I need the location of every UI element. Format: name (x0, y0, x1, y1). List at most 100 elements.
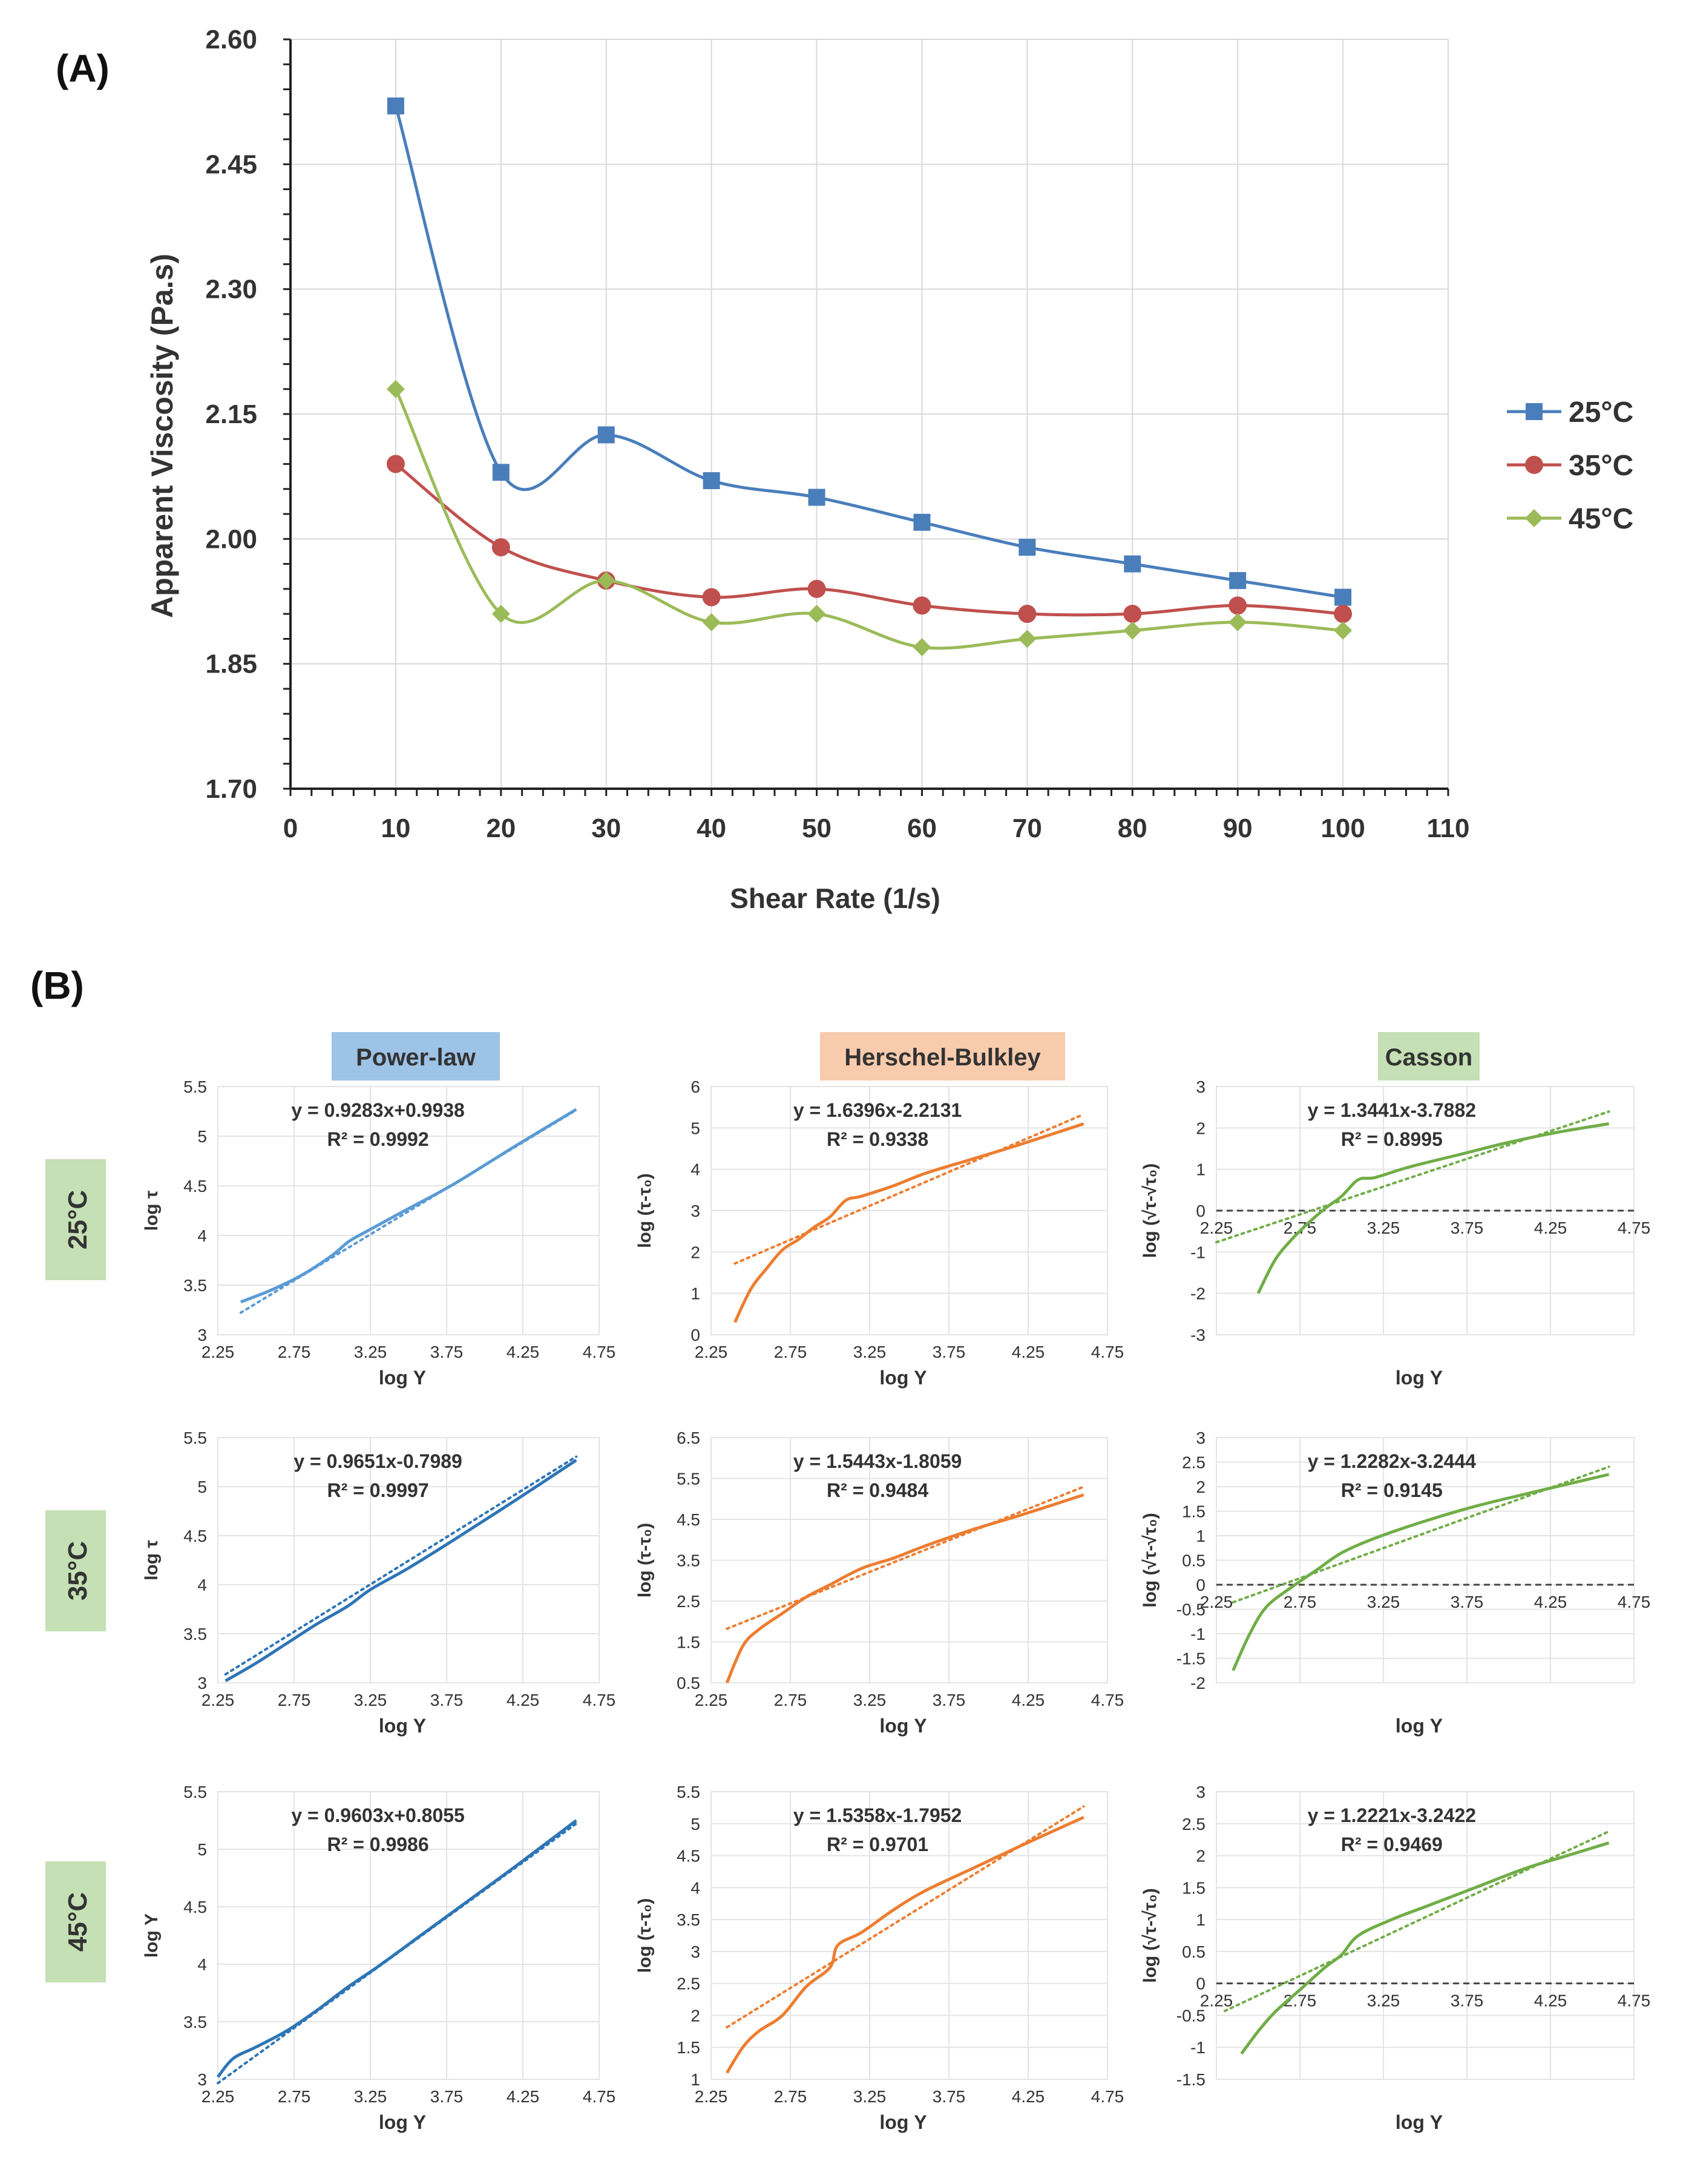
data-point (1018, 630, 1037, 648)
y-tick-label: 5 (690, 1119, 700, 1137)
y-tick-label: 2.60 (205, 25, 257, 54)
fit-plot-r2-c2: 2.25 2.75 3.25 3.75 4.25 4.75 0.5 1.5 2.5 3.5 4.5 5… (635, 1429, 1124, 1737)
panel-a-legend: 25°C 35°C 45°C (1507, 396, 1633, 535)
svg-text:35°C: 35°C (63, 1541, 93, 1600)
data-point (913, 513, 931, 531)
x-axis-label: log Υ (1396, 1715, 1443, 1737)
x-tick-label: 4.25 (1012, 1691, 1045, 1709)
x-tick-label: 4.75 (1091, 2087, 1124, 2106)
y-tick-label: 5.5 (183, 1077, 207, 1096)
x-axis-label: log Υ (1396, 2111, 1443, 2133)
data-point (491, 605, 510, 623)
svg-text:25°C: 25°C (63, 1190, 93, 1249)
data-point (1124, 555, 1141, 573)
data-point (597, 426, 615, 444)
panel-a-axes: 0 10 20 30 40 50 60 70 80 90 100 110 1.70 1.85 2.00 2.1… (205, 25, 1469, 843)
fit-plot-r2-c3: 2.25 2.75 3.25 3.75 4.25 4.75 -2 -1.5 -1 -0.5 0 0.5… (1140, 1429, 1650, 1737)
trendline (733, 1113, 1085, 1265)
y-tick-label: 0.5 (1182, 1551, 1205, 1570)
data-curve (225, 1459, 577, 1682)
x-axis-label: log Υ (879, 2111, 927, 2133)
y-tick-label: 4 (197, 1955, 207, 1974)
y-axis-label: log (√τ-√τ₀) (1140, 1163, 1160, 1258)
temperature-label-2: 35°C (45, 1510, 106, 1631)
y-tick-label: 3.5 (183, 1276, 207, 1295)
y-tick-label: 4.5 (183, 1177, 207, 1196)
y-tick-label: 5 (197, 1840, 207, 1859)
data-point (1228, 613, 1247, 631)
y-tick-label: 3 (690, 1942, 700, 1961)
trendline (224, 1455, 578, 1676)
x-tick-label: 2.25 (1200, 1219, 1233, 1237)
data-point (1018, 605, 1037, 623)
y-tick-label: 2 (690, 1243, 700, 1261)
x-tick-label: 4.75 (583, 2087, 616, 2106)
x-tick-label: 3.75 (430, 1691, 464, 1709)
legend-marker (1526, 403, 1543, 420)
x-tick-label: 60 (907, 814, 937, 843)
x-tick-label: 80 (1118, 814, 1147, 843)
x-tick-label: 2.25 (202, 1691, 235, 1709)
y-tick-label: 2.30 (205, 275, 257, 304)
y-tick-label: 5 (197, 1478, 207, 1496)
y-tick-label: -2 (1190, 1284, 1205, 1303)
x-tick-label: 4.75 (583, 1691, 616, 1709)
x-tick-label: 3.25 (1367, 1992, 1400, 2010)
x-tick-label: 110 (1427, 814, 1470, 843)
y-tick-label: 0.5 (1182, 1942, 1205, 1961)
x-tick-label: 40 (697, 814, 726, 843)
x-tick-label: 2.75 (278, 1691, 311, 1709)
y-tick-label: -0.5 (1176, 1600, 1205, 1619)
x-tick-label: 2.25 (1200, 1593, 1233, 1611)
data-curve (1240, 1841, 1610, 2055)
fit-equation: y = 1.5443x-1.8059 (793, 1450, 962, 1472)
data-point (1334, 621, 1353, 640)
data-curve (217, 1819, 577, 2078)
data-point (1123, 621, 1142, 640)
y-tick-label: 2.00 (205, 524, 257, 554)
data-curve (733, 1122, 1084, 1323)
y-tick-label: 0 (690, 1326, 700, 1344)
y-tick-label: 2 (1196, 1119, 1205, 1137)
x-axis-label: log Υ (379, 2111, 426, 2133)
trendline (1215, 1110, 1610, 1244)
temperature-label-1: 25°C (45, 1159, 106, 1280)
data-curve (726, 1815, 1084, 2074)
fit-plot-r1-c1: 2.25 2.75 3.25 3.75 4.25 4.75 3 3.5 4 4.5 5 5.5 log … (142, 1077, 615, 1389)
x-tick-label: 30 (591, 814, 621, 843)
x-tick-label: 3.75 (430, 1343, 464, 1361)
y-tick-label: 0 (1196, 1202, 1205, 1220)
panel-b-grid: (B) Power-law Herschel-Bulkley Casson 25°C… (30, 964, 1650, 2133)
fit-equation: y = 1.2221x-3.2422 (1308, 1804, 1476, 1826)
y-tick-label: 2.5 (677, 1975, 700, 1993)
fit-equation: y = 1.6396x-2.2131 (793, 1099, 962, 1121)
x-tick-label: 3.25 (853, 2087, 887, 2106)
y-tick-label: 1.5 (677, 1633, 700, 1652)
x-tick-label: 2.75 (1284, 1593, 1317, 1611)
y-tick-label: 1.5 (1182, 1878, 1205, 1897)
fit-plot-r3-c1: 2.25 2.75 3.25 3.75 4.25 4.75 3 3.5 4 4.5 5 5.5 log … (142, 1783, 615, 2133)
legend-label: 25°C (1569, 396, 1633, 429)
y-tick-label: 3.5 (183, 1625, 207, 1643)
x-tick-label: 4.25 (1534, 1992, 1567, 2010)
x-tick-label: 3.25 (354, 1691, 387, 1709)
x-tick-label: 4.25 (507, 1691, 540, 1709)
x-tick-label: 3.75 (1451, 1593, 1484, 1611)
y-tick-label: 2.45 (205, 150, 257, 179)
data-point (1018, 539, 1036, 556)
x-tick-label: 10 (381, 814, 410, 843)
legend-label: 45°C (1569, 503, 1633, 535)
y-tick-label: 0.5 (677, 1674, 700, 1692)
data-point (913, 596, 931, 615)
y-axis-label: log τ (142, 1540, 162, 1580)
y-tick-label: 0 (1196, 1975, 1205, 1993)
fit-r-squared: R² = 0.9338 (827, 1128, 928, 1150)
fit-plot-r2-c1: 2.25 2.75 3.25 3.75 4.25 4.75 3 3.5 4 4.5 5 5.5 log … (142, 1429, 615, 1737)
data-point (702, 588, 721, 607)
fit-equation: y = 1.3441x-3.7882 (1308, 1099, 1476, 1121)
fit-equation: y = 0.9283x+0.9938 (291, 1099, 465, 1121)
y-tick-label: -1 (1190, 2038, 1205, 2057)
x-tick-label: 2.75 (774, 2087, 807, 2106)
y-tick-label: 3.5 (183, 2013, 207, 2031)
